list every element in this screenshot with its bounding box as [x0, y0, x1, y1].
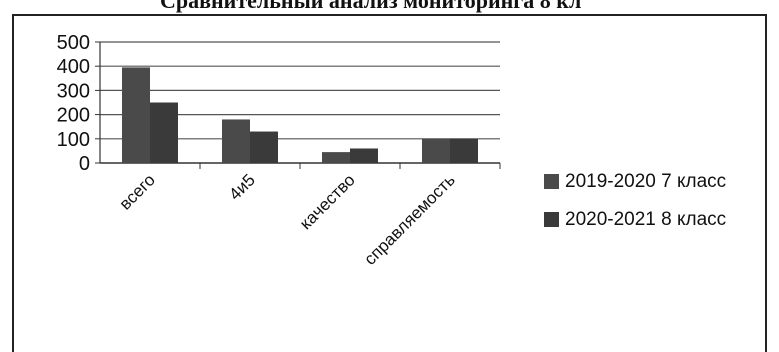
bar-1 [322, 152, 350, 163]
bar-1 [422, 138, 450, 163]
legend-swatch-2 [544, 212, 559, 227]
bar-2 [250, 131, 278, 163]
category-label: качество [296, 170, 359, 233]
bar-2 [450, 138, 478, 163]
bar-1 [122, 67, 150, 163]
y-tick-label: 500 [57, 32, 90, 54]
bar-1 [222, 119, 250, 163]
category-label: всего [116, 170, 159, 213]
category-label: 4и5 [225, 170, 259, 204]
y-tick-label: 300 [57, 80, 90, 102]
category-label: справляемость [360, 170, 458, 268]
chart-frame [12, 14, 767, 352]
bar-2 [350, 148, 378, 163]
legend-label-2: 2020-2021 8 класс [565, 209, 726, 230]
y-tick-label: 0 [79, 153, 90, 175]
y-tick-label: 200 [57, 105, 90, 127]
bar-2 [150, 102, 178, 163]
y-tick-label: 100 [57, 129, 90, 151]
y-tick-label: 400 [57, 56, 90, 78]
legend-label-1: 2019-2020 7 класс [565, 171, 726, 192]
legend-swatch-1 [544, 174, 559, 189]
chart-title: Сравнительный анализ мониторинга 8 кл [160, 0, 582, 13]
